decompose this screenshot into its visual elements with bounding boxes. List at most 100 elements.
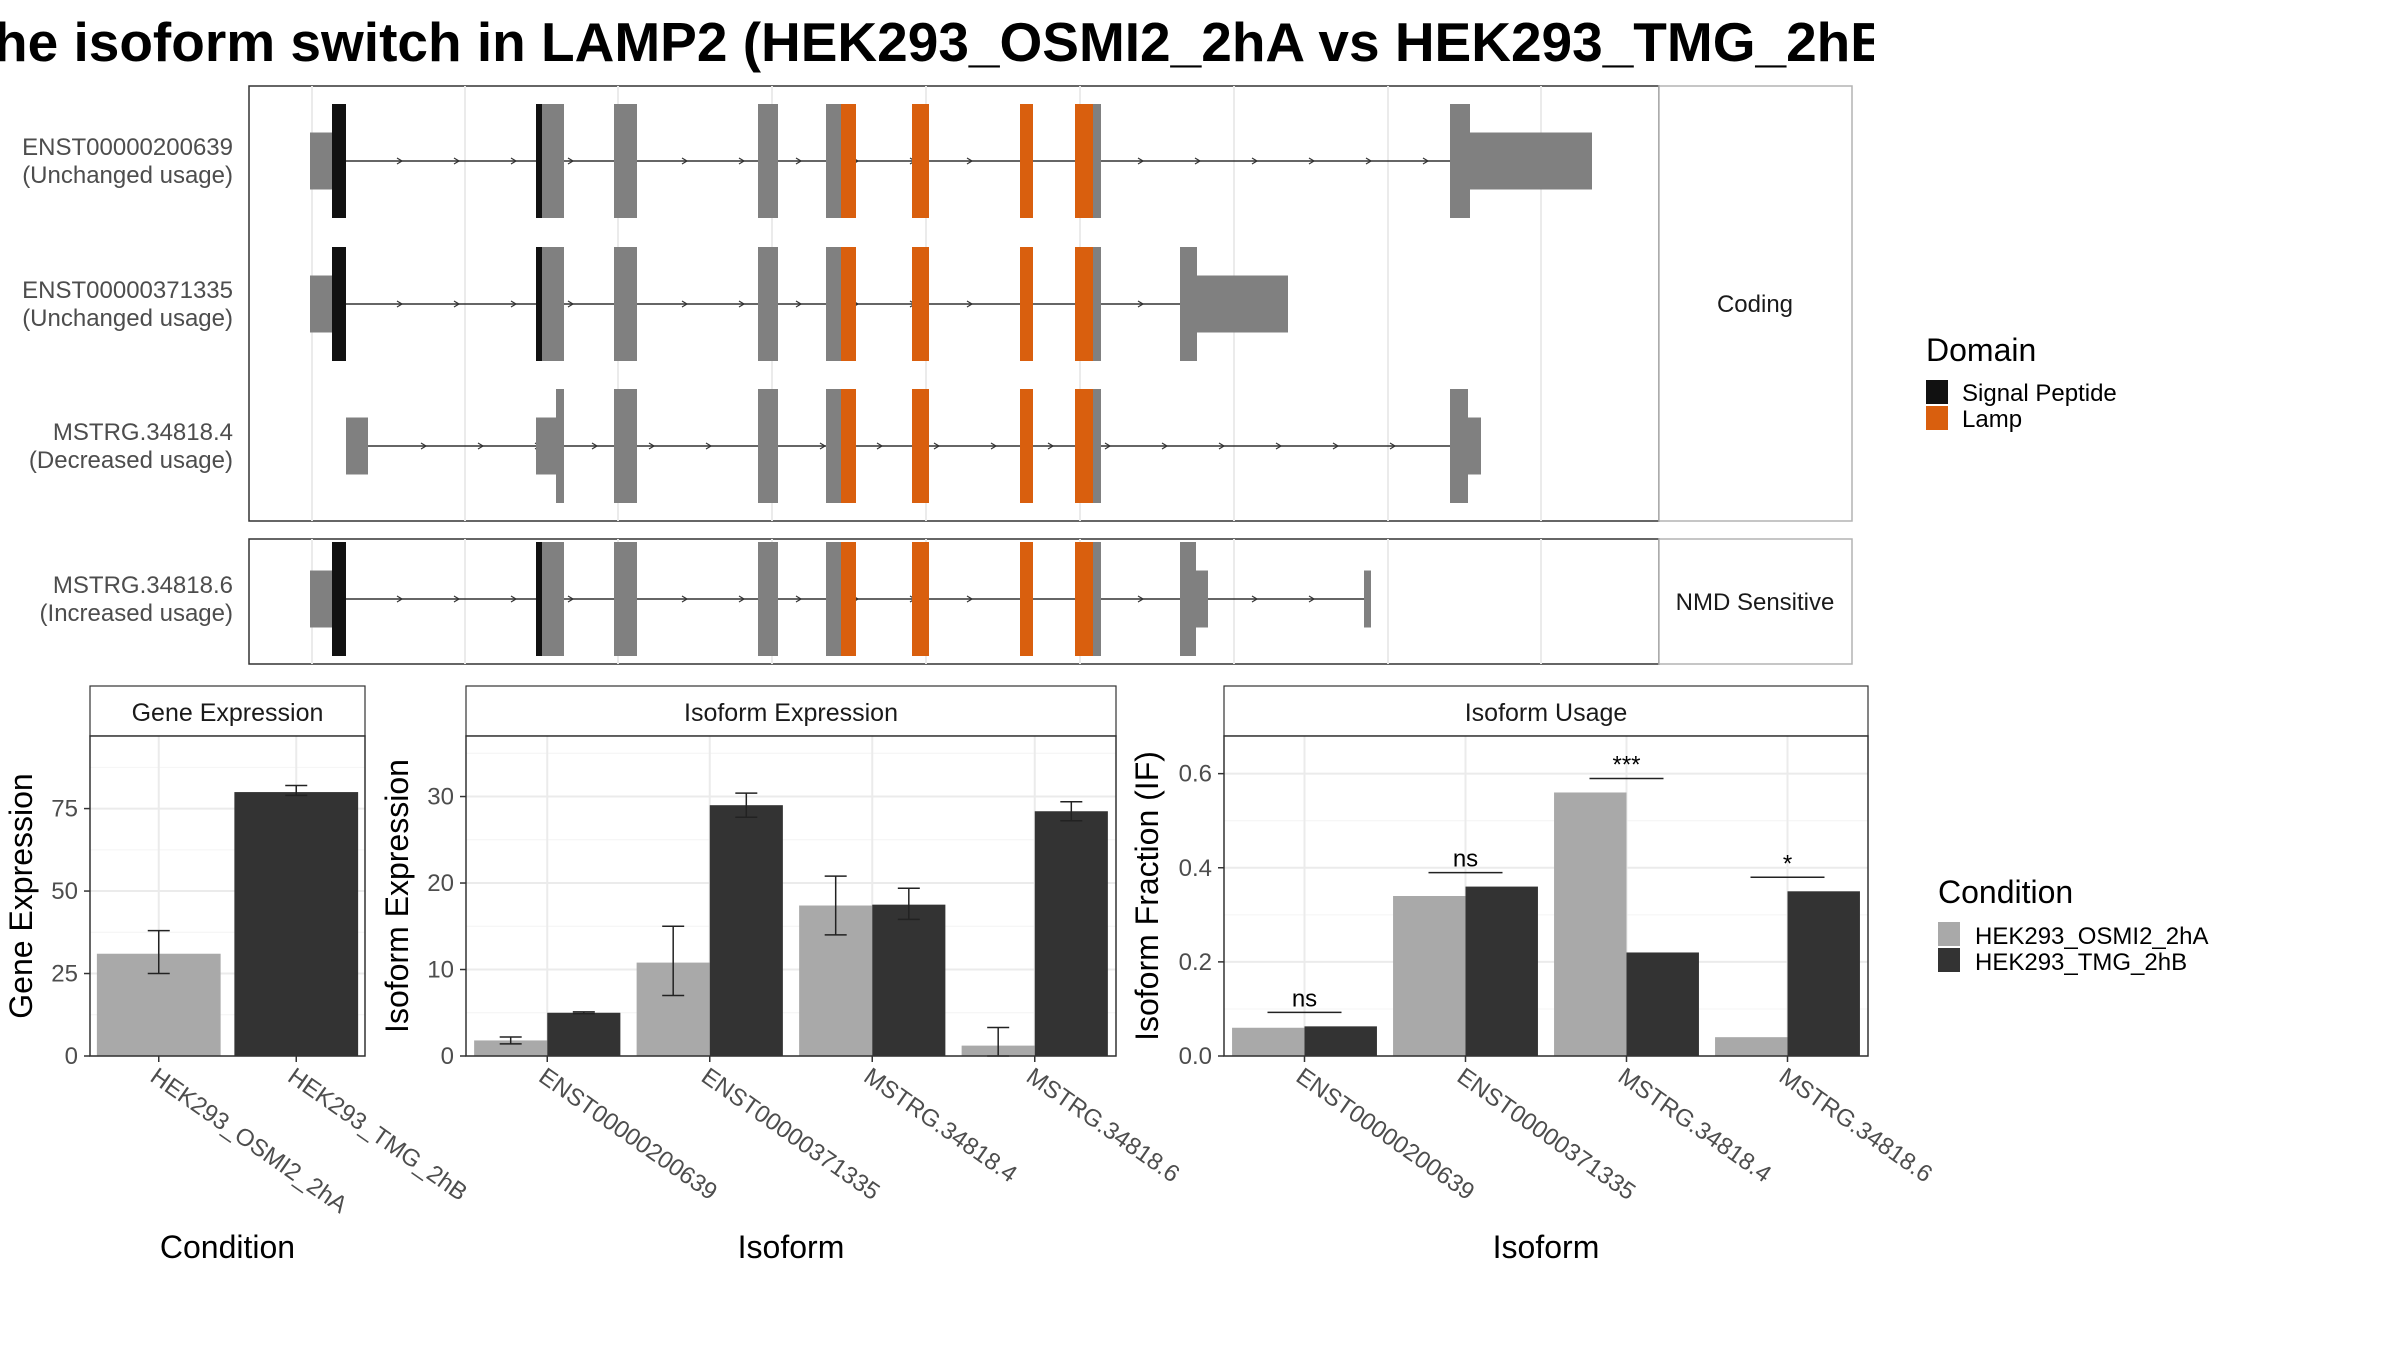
x-axis-title: Isoform (1493, 1229, 1600, 1265)
lamp-domain (1075, 247, 1093, 361)
panel-border (89, 735, 366, 1057)
exon (1093, 389, 1101, 503)
exon (614, 104, 637, 218)
y-tick-label: 0 (65, 1043, 78, 1070)
bar (547, 1012, 621, 1056)
y-axis-title: Isoform Fraction (IF) (1129, 751, 1165, 1041)
intron-arrow (648, 442, 656, 450)
intron-arrow (510, 300, 518, 308)
bar (1304, 1026, 1377, 1056)
intron-arrow (453, 300, 461, 308)
y-tick-label: 20 (427, 870, 454, 897)
intron-arrow (966, 157, 974, 165)
domain-legend-key (1926, 406, 1948, 430)
significance-label: ns (1453, 846, 1478, 873)
exon (542, 104, 564, 218)
transcript-usage: (Unchanged usage) (22, 305, 233, 332)
lamp-domain (841, 542, 856, 656)
exon (1197, 275, 1288, 333)
intron-arrow (876, 442, 884, 450)
y-tick-label: 30 (427, 784, 454, 811)
intron-arrow (966, 595, 974, 603)
exon (1470, 132, 1592, 190)
signal-peptide-domain (332, 542, 346, 656)
signal-peptide-domain (536, 104, 542, 218)
intron-arrow (396, 300, 404, 308)
y-axis-title: Isoform Expression (379, 759, 415, 1033)
intron-arrow (477, 442, 485, 450)
intron-arrow (1251, 157, 1259, 165)
lamp-domain (1020, 389, 1033, 503)
intron-arrow (1332, 442, 1340, 450)
x-tick-label: ENST00000371335 (1452, 1063, 1640, 1206)
intron-arrow (510, 157, 518, 165)
lamp-domain (912, 542, 929, 656)
intron-arrow (1389, 442, 1397, 450)
panel-border (1223, 735, 1869, 1057)
significance-label: ns (1292, 985, 1317, 1012)
exon (1364, 570, 1371, 628)
exon (1196, 570, 1208, 628)
panel-border (465, 735, 1117, 1057)
bar (1232, 1027, 1305, 1056)
intron-arrow (1308, 157, 1316, 165)
intron-arrow (1161, 442, 1169, 450)
transcript-name: ENST00000371335 (22, 277, 233, 304)
x-axis-title: Condition (160, 1229, 295, 1265)
exon (346, 417, 368, 475)
exon (1093, 247, 1101, 361)
x-tick-label: ENST00000200639 (1291, 1063, 1479, 1206)
condition-legend-key (1938, 948, 1960, 972)
lamp-domain (1075, 542, 1093, 656)
signal-peptide-domain (536, 542, 542, 656)
intron-arrow (705, 442, 713, 450)
x-tick-label: MSTRG.34818.6 (1021, 1063, 1184, 1188)
intron-arrow (738, 157, 746, 165)
intron-arrow (567, 300, 575, 308)
exon (826, 542, 841, 656)
lamp-domain (912, 104, 929, 218)
lamp-domain (841, 389, 856, 503)
condition-legend-key (1938, 922, 1960, 946)
plot-background (466, 736, 1116, 1056)
condition-legend-label: HEK293_OSMI2_2hA (1975, 923, 2208, 950)
bar (709, 805, 783, 1056)
y-tick-label: 0.2 (1179, 949, 1212, 976)
exon (542, 542, 564, 656)
bar (234, 792, 359, 1056)
bar (872, 904, 946, 1056)
facet-label-coding: Coding (1717, 291, 1793, 318)
lamp-domain (1020, 104, 1033, 218)
exon (758, 542, 778, 656)
transcript-name: MSTRG.34818.4 (53, 419, 233, 446)
intron-arrow (738, 595, 746, 603)
y-axis-title: Gene Expression (3, 773, 39, 1018)
lamp-domain (841, 247, 856, 361)
intron-arrow (396, 595, 404, 603)
x-tick-label: MSTRG.34818.4 (1613, 1063, 1776, 1188)
lamp-domain (1020, 247, 1033, 361)
exon (614, 247, 637, 361)
intron-arrow (795, 157, 803, 165)
intron-arrow (1194, 157, 1202, 165)
intron-arrow (396, 157, 404, 165)
x-tick-label: MSTRG.34818.6 (1774, 1063, 1937, 1188)
exon (310, 275, 332, 333)
intron-arrow (1365, 157, 1373, 165)
signal-peptide-domain (332, 104, 346, 218)
condition-legend-title: Condition (1938, 874, 2073, 910)
intron-arrow (1308, 595, 1316, 603)
x-tick-label: ENST00000200639 (534, 1063, 722, 1206)
nmd-panel (248, 538, 1660, 665)
y-tick-label: 10 (427, 957, 454, 984)
intron-arrow (1137, 157, 1145, 165)
intron-arrow (933, 442, 941, 450)
transcript-name: ENST00000200639 (22, 134, 233, 161)
bar (1715, 1037, 1788, 1056)
bar (474, 1040, 548, 1056)
significance-label: * (1783, 850, 1792, 877)
lamp-domain (1075, 389, 1093, 503)
intron-arrow (738, 300, 746, 308)
intron-arrow (1137, 300, 1145, 308)
intron-arrow (1047, 442, 1055, 450)
